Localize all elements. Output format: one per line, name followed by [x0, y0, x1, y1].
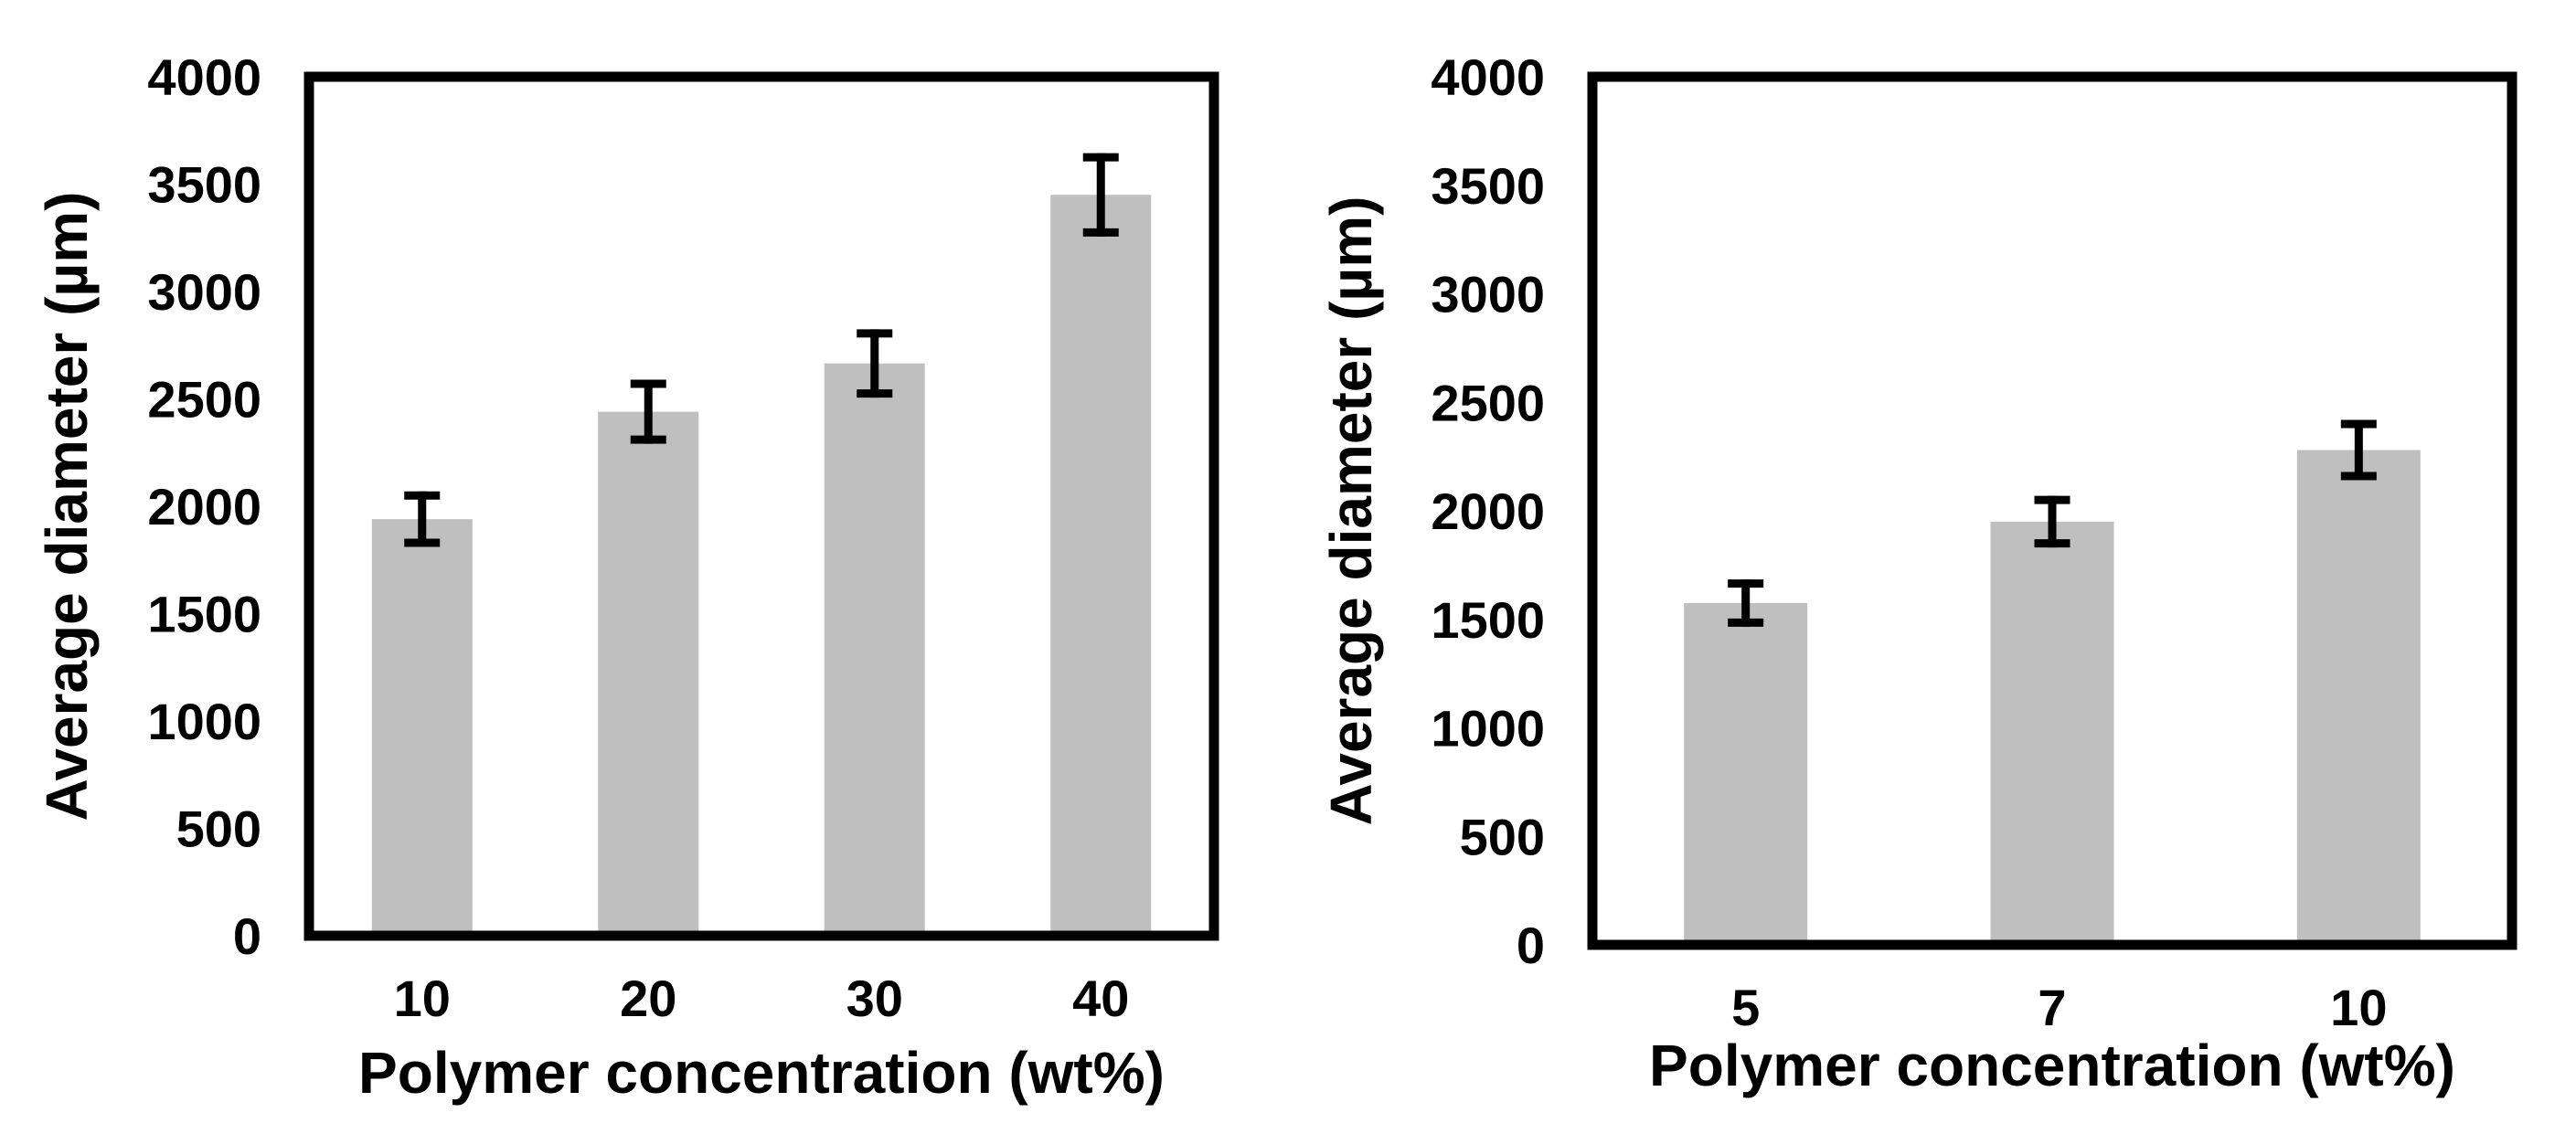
left-chart-x-tick-label: 10	[394, 970, 451, 1027]
right-chart-bar-10	[2296, 450, 2421, 945]
left-chart-x-tick-labels: 10 20 30 40	[394, 970, 1130, 1027]
left-chart-error-bar-10	[404, 491, 441, 547]
right-chart-frame	[1587, 71, 2517, 950]
left-chart-y-tick-label: 1000	[147, 693, 261, 750]
left-chart-y-tick-label: 1500	[147, 586, 261, 643]
left-chart-bars	[371, 195, 1152, 937]
right-chart-x-tick-label: 7	[2038, 979, 2066, 1036]
left-chart-y-tick-label: 3000	[147, 263, 261, 321]
right-chart-x-tick-label: 10	[2330, 979, 2387, 1036]
left-chart-y-tick-label: 2500	[147, 371, 261, 429]
right-chart-y-tick-label: 500	[1460, 808, 1545, 865]
right-chart-x-axis-title: Polymer concentration (wt%)	[1649, 1033, 2455, 1098]
right-chart-y-tick-label: 4000	[1431, 48, 1545, 106]
right-chart-error-bar-10	[2340, 419, 2377, 481]
left-chart-error-bar-30	[857, 329, 893, 398]
right-chart-error-bars	[1728, 419, 2377, 627]
right-chart-x-tick-labels: 5 7 10	[1731, 979, 2387, 1036]
right-chart-bar-7	[1990, 521, 2114, 945]
left-chart: 0 500 1000 1500 2000 2500 3000 3500 4000 10 20 30 4…	[34, 48, 1219, 1106]
right-chart-bars	[1684, 450, 2421, 945]
right-chart-y-tick-label: 0	[1517, 917, 1545, 974]
left-chart-frame	[303, 71, 1219, 941]
left-chart-error-bar-20	[630, 379, 666, 444]
left-chart-bar-40	[1050, 195, 1152, 936]
left-chart-x-tick-label: 30	[846, 970, 903, 1027]
right-chart-error-bar-5	[1728, 579, 1764, 627]
right-chart: 0 500 1000 1500 2000 2500 3000 3500 4000 5 7 10 Po…	[1318, 48, 2517, 1098]
right-chart-y-tick-label: 3000	[1431, 266, 1545, 323]
left-chart-y-tick-label: 500	[176, 800, 261, 858]
left-chart-y-axis-title: Average diameter (µm)	[34, 192, 100, 821]
left-chart-error-bars	[404, 153, 1119, 547]
left-chart-x-axis-title: Polymer concentration (wt%)	[358, 1040, 1165, 1106]
right-chart-y-tick-label: 1000	[1431, 700, 1545, 758]
left-chart-y-tick-label: 0	[233, 907, 261, 965]
left-chart-y-tick-label: 4000	[147, 48, 261, 106]
right-chart-y-axis-title: Average diameter (µm)	[1318, 196, 1384, 826]
right-chart-y-tick-label: 3500	[1431, 157, 1545, 215]
right-chart-bar-5	[1684, 602, 1808, 945]
right-chart-x-tick-label: 5	[1731, 979, 1760, 1036]
right-chart-y-tick-label: 2500	[1431, 374, 1545, 431]
right-chart-y-tick-label: 2000	[1431, 482, 1545, 540]
left-chart-y-tick-labels: 0 500 1000 1500 2000 2500 3000 3500 4000	[147, 48, 261, 965]
right-chart-y-tick-labels: 0 500 1000 1500 2000 2500 3000 3500 4000	[1431, 48, 1545, 974]
left-chart-bar-10	[371, 519, 473, 936]
left-chart-x-tick-label: 40	[1072, 970, 1129, 1027]
left-chart-x-tick-label: 20	[620, 970, 676, 1027]
left-chart-bar-20	[598, 411, 699, 937]
right-chart-y-tick-label: 1500	[1431, 591, 1545, 649]
left-chart-y-tick-label: 3500	[147, 156, 261, 214]
left-chart-error-bar-40	[1082, 153, 1119, 237]
right-chart-error-bar-7	[2034, 495, 2070, 548]
left-chart-bar-30	[824, 363, 925, 937]
left-chart-y-tick-label: 2000	[147, 478, 261, 535]
